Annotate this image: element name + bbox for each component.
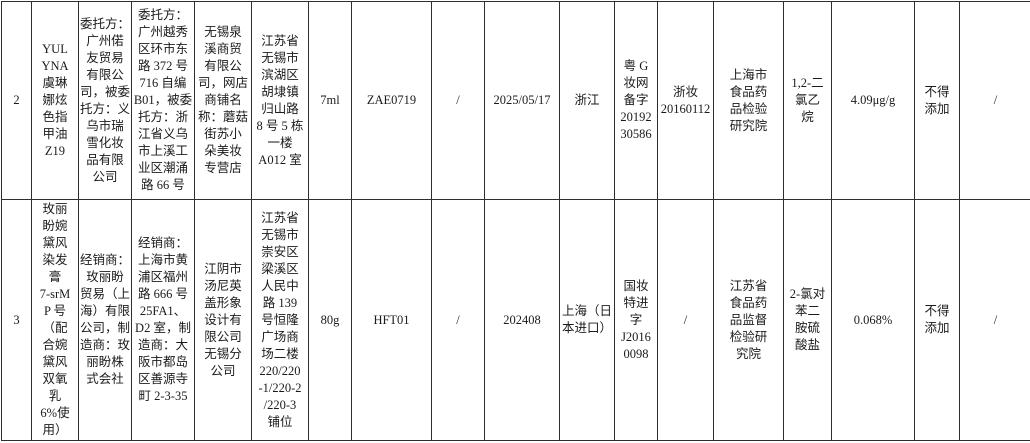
table-cell: 江苏省 无锡市 崇安区 梁溪区 人民中 路 139 号恒隆 广场商 场二楼 22… [251, 199, 309, 441]
table-cell: 经销商： 玫丽盼 贸易（上 海）有限 公司，制 造商：玫 丽盼株 式会社 [78, 199, 132, 441]
table-cell: 不得 添加 [914, 1, 960, 200]
table-cell: ZAE0719 [351, 1, 432, 200]
table-cell: 江苏省 食品药 品监督 检验研 究院 [713, 199, 784, 441]
row-index-cell: 3 [1, 199, 32, 441]
table-cell: 浙江 [559, 1, 615, 200]
table-cell: 0.068% [831, 199, 915, 441]
table-cell: 上海（日 本进口） [559, 199, 615, 441]
table-cell: 经销商： 上海市黄 浦区福州 路 666 号 25FA1、 D2 室，制 造商：… [131, 199, 195, 441]
table-row: 3 玫丽 盼婉 黛风 染发 膏 7-srM P 号 （配 合婉 黛风 双氧 乳 … [1, 199, 1030, 441]
table-cell: HFT01 [351, 199, 432, 441]
table-cell: 202408 [484, 199, 560, 441]
table-cell: 4.09μg/g [831, 1, 915, 200]
table-cell: 国妆 特进 字 J2016 0098 [614, 199, 658, 441]
table-cell: 不得 添加 [914, 199, 960, 441]
table-cell: 委托方： 广州偌 友贸易 有限公 司，被委 托方：义 乌市瑞 雪化妆 品有限 公… [78, 1, 132, 200]
table-cell: 2025/05/17 [484, 1, 560, 200]
table-cell: / [959, 1, 1030, 200]
table-cell: 委托方： 广州越秀 区环市东 路 372 号 716 自编 B01，被委 托方：… [131, 1, 195, 200]
row-index-cell: 2 [1, 1, 32, 200]
table-cell: 上海市 食品药 品检验 研究院 [713, 1, 784, 200]
table-cell: 80g [308, 199, 352, 441]
table-cell: 玫丽 盼婉 黛风 染发 膏 7-srM P 号 （配 合婉 黛风 双氧 乳 6%… [31, 199, 79, 441]
table-cell: 江苏省 无锡市 滨湖区 胡埭镇 归山路 8 号 5 栋 一楼 A012 室 [251, 1, 309, 200]
table-cell: 粤 G 妆网 备字 20192 30586 [614, 1, 658, 200]
table-cell: / [959, 199, 1030, 441]
table-cell: YUL YNA 虞琳 娜炫 色指 甲油 Z19 [31, 1, 79, 200]
table-cell: 7ml [308, 1, 352, 200]
table-row: 2 YUL YNA 虞琳 娜炫 色指 甲油 Z19 委托方： 广州偌 友贸易 有… [1, 1, 1030, 200]
table-cell: 1,2-二 氯乙 烷 [783, 1, 832, 200]
table-cell: 2-氯对 苯二 胺硫 酸盐 [783, 199, 832, 441]
table-cell: 江阴市 汤尼英 盖形象 设计有 限公司 无锡分 公司 [194, 199, 252, 441]
table-cell: / [431, 1, 485, 200]
table-cell: 浙妆 20160112 [657, 1, 714, 200]
table-cell: / [431, 199, 485, 441]
table-cell: 无锡泉 溪商贸 有限公 司，网店 商铺名 称：蘑菇 街苏小 朵美妆 专营店 [194, 1, 252, 200]
table-cell: / [657, 199, 714, 441]
